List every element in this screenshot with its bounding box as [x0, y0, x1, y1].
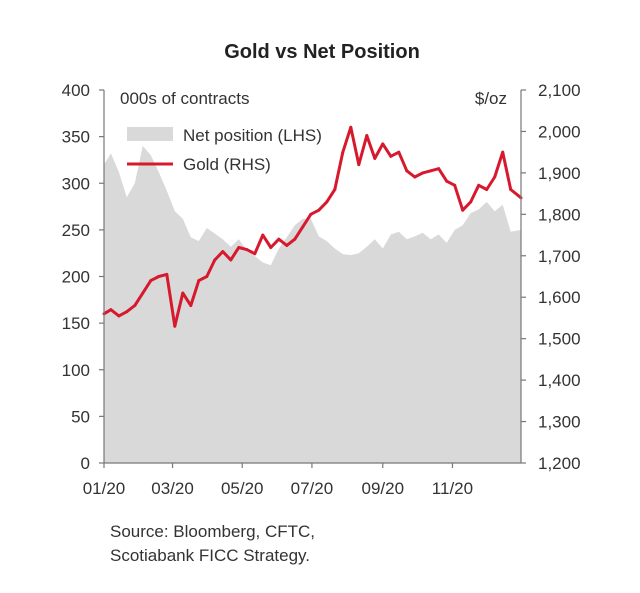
gold-line-segment — [373, 142, 385, 160]
gold-line-segment — [381, 142, 393, 158]
left-tick-label: 50 — [71, 407, 90, 426]
source-line-1: Source: Bloomberg, CFTC, — [110, 522, 315, 541]
gold-line-segment — [261, 233, 273, 249]
x-axis-ticks: 01/20 03/20 05/20 07/20 09/20 11/20 — [83, 463, 473, 498]
left-axis-unit: 000s of contracts — [120, 89, 249, 108]
right-tick-label: 1,400 — [538, 371, 581, 390]
gold-line-segment — [405, 169, 417, 179]
x-tick-label: 07/20 — [291, 479, 334, 498]
gold-line-segment — [485, 175, 497, 191]
right-tick-label: 1,800 — [538, 205, 581, 224]
gold-line-segment — [253, 233, 265, 256]
source-line-2: Scotiabank FICC Strategy. — [110, 546, 310, 565]
gold-line-segment — [469, 183, 481, 204]
chart-title: Gold vs Net Position — [224, 41, 420, 63]
left-tick-label: 0 — [81, 454, 90, 473]
legend-label-net-position: Net position (LHS) — [183, 126, 322, 145]
gold-line-segment — [349, 125, 361, 167]
gold-line-segment — [125, 304, 137, 314]
gold-line-segment — [333, 150, 345, 191]
gold-line-segment — [141, 279, 153, 295]
gold-line-segment — [221, 250, 233, 262]
gold-line-segment — [501, 150, 513, 191]
gold-line-segment — [437, 167, 449, 183]
left-tick-label: 250 — [62, 221, 90, 240]
gold-line-segment — [317, 200, 329, 212]
gold-line-segment — [293, 225, 305, 241]
right-tick-label: 1,500 — [538, 330, 581, 349]
right-tick-label: 1,300 — [538, 413, 581, 432]
right-tick-label: 2,100 — [538, 81, 581, 100]
left-tick-label: 150 — [62, 314, 90, 333]
plot-area — [102, 125, 523, 463]
gold-line-segment — [365, 134, 377, 160]
x-tick-label: 05/20 — [221, 479, 264, 498]
gold-line-segment — [285, 237, 297, 247]
gold-line-segment — [461, 200, 473, 212]
right-axis-ticks: 1,200 1,300 1,400 1,500 1,600 1,700 1,800 1,900… — [521, 81, 581, 473]
legend-swatch-net-position — [127, 127, 173, 141]
left-tick-label: 350 — [62, 128, 90, 147]
gold-line-segment — [165, 272, 177, 328]
right-tick-label: 1,600 — [538, 288, 581, 307]
x-tick-label: 09/20 — [361, 479, 404, 498]
gold-line-segment — [397, 150, 409, 173]
gold-line-segment — [229, 246, 241, 262]
legend: Net position (LHS) Gold (RHS) — [127, 126, 322, 174]
x-tick-label: 01/20 — [83, 479, 126, 498]
left-tick-label: 100 — [62, 361, 90, 380]
gold-line-segment — [453, 183, 465, 212]
gold-line — [102, 125, 523, 328]
x-tick-label: 11/20 — [432, 479, 473, 498]
gold-line-segment — [341, 125, 353, 154]
right-tick-label: 1,900 — [538, 164, 581, 183]
right-axis-unit: $/oz — [475, 89, 507, 108]
right-tick-label: 1,700 — [538, 247, 581, 266]
gold-line-segment — [205, 258, 217, 278]
gold-line-segment — [357, 134, 369, 167]
gold-line-segment — [493, 150, 505, 179]
net-position-area — [104, 145, 521, 463]
gold-line-segment — [325, 188, 337, 204]
gold-line-segment — [269, 237, 281, 249]
gold-line-segment — [181, 291, 193, 307]
gold-line-segment — [173, 291, 185, 328]
right-tick-label: 2,000 — [538, 122, 581, 141]
x-tick-label: 03/20 — [151, 479, 194, 498]
gold-line-segment — [301, 212, 313, 229]
left-axis-ticks: 0 50 100 150 200 250 300 350 400 — [62, 81, 104, 473]
right-tick-label: 1,200 — [538, 454, 581, 473]
gold-line-segment — [213, 250, 225, 262]
gold-line-segment — [109, 308, 121, 318]
left-tick-label: 400 — [62, 81, 90, 100]
gold-line-segment — [133, 291, 145, 307]
left-tick-label: 200 — [62, 268, 90, 287]
legend-label-gold: Gold (RHS) — [183, 155, 271, 174]
gold-line-segment — [477, 183, 489, 191]
gold-line-segment — [509, 188, 523, 200]
left-tick-label: 300 — [62, 174, 90, 193]
gold-line-segment — [189, 279, 201, 307]
gold-line-segment — [277, 237, 289, 247]
